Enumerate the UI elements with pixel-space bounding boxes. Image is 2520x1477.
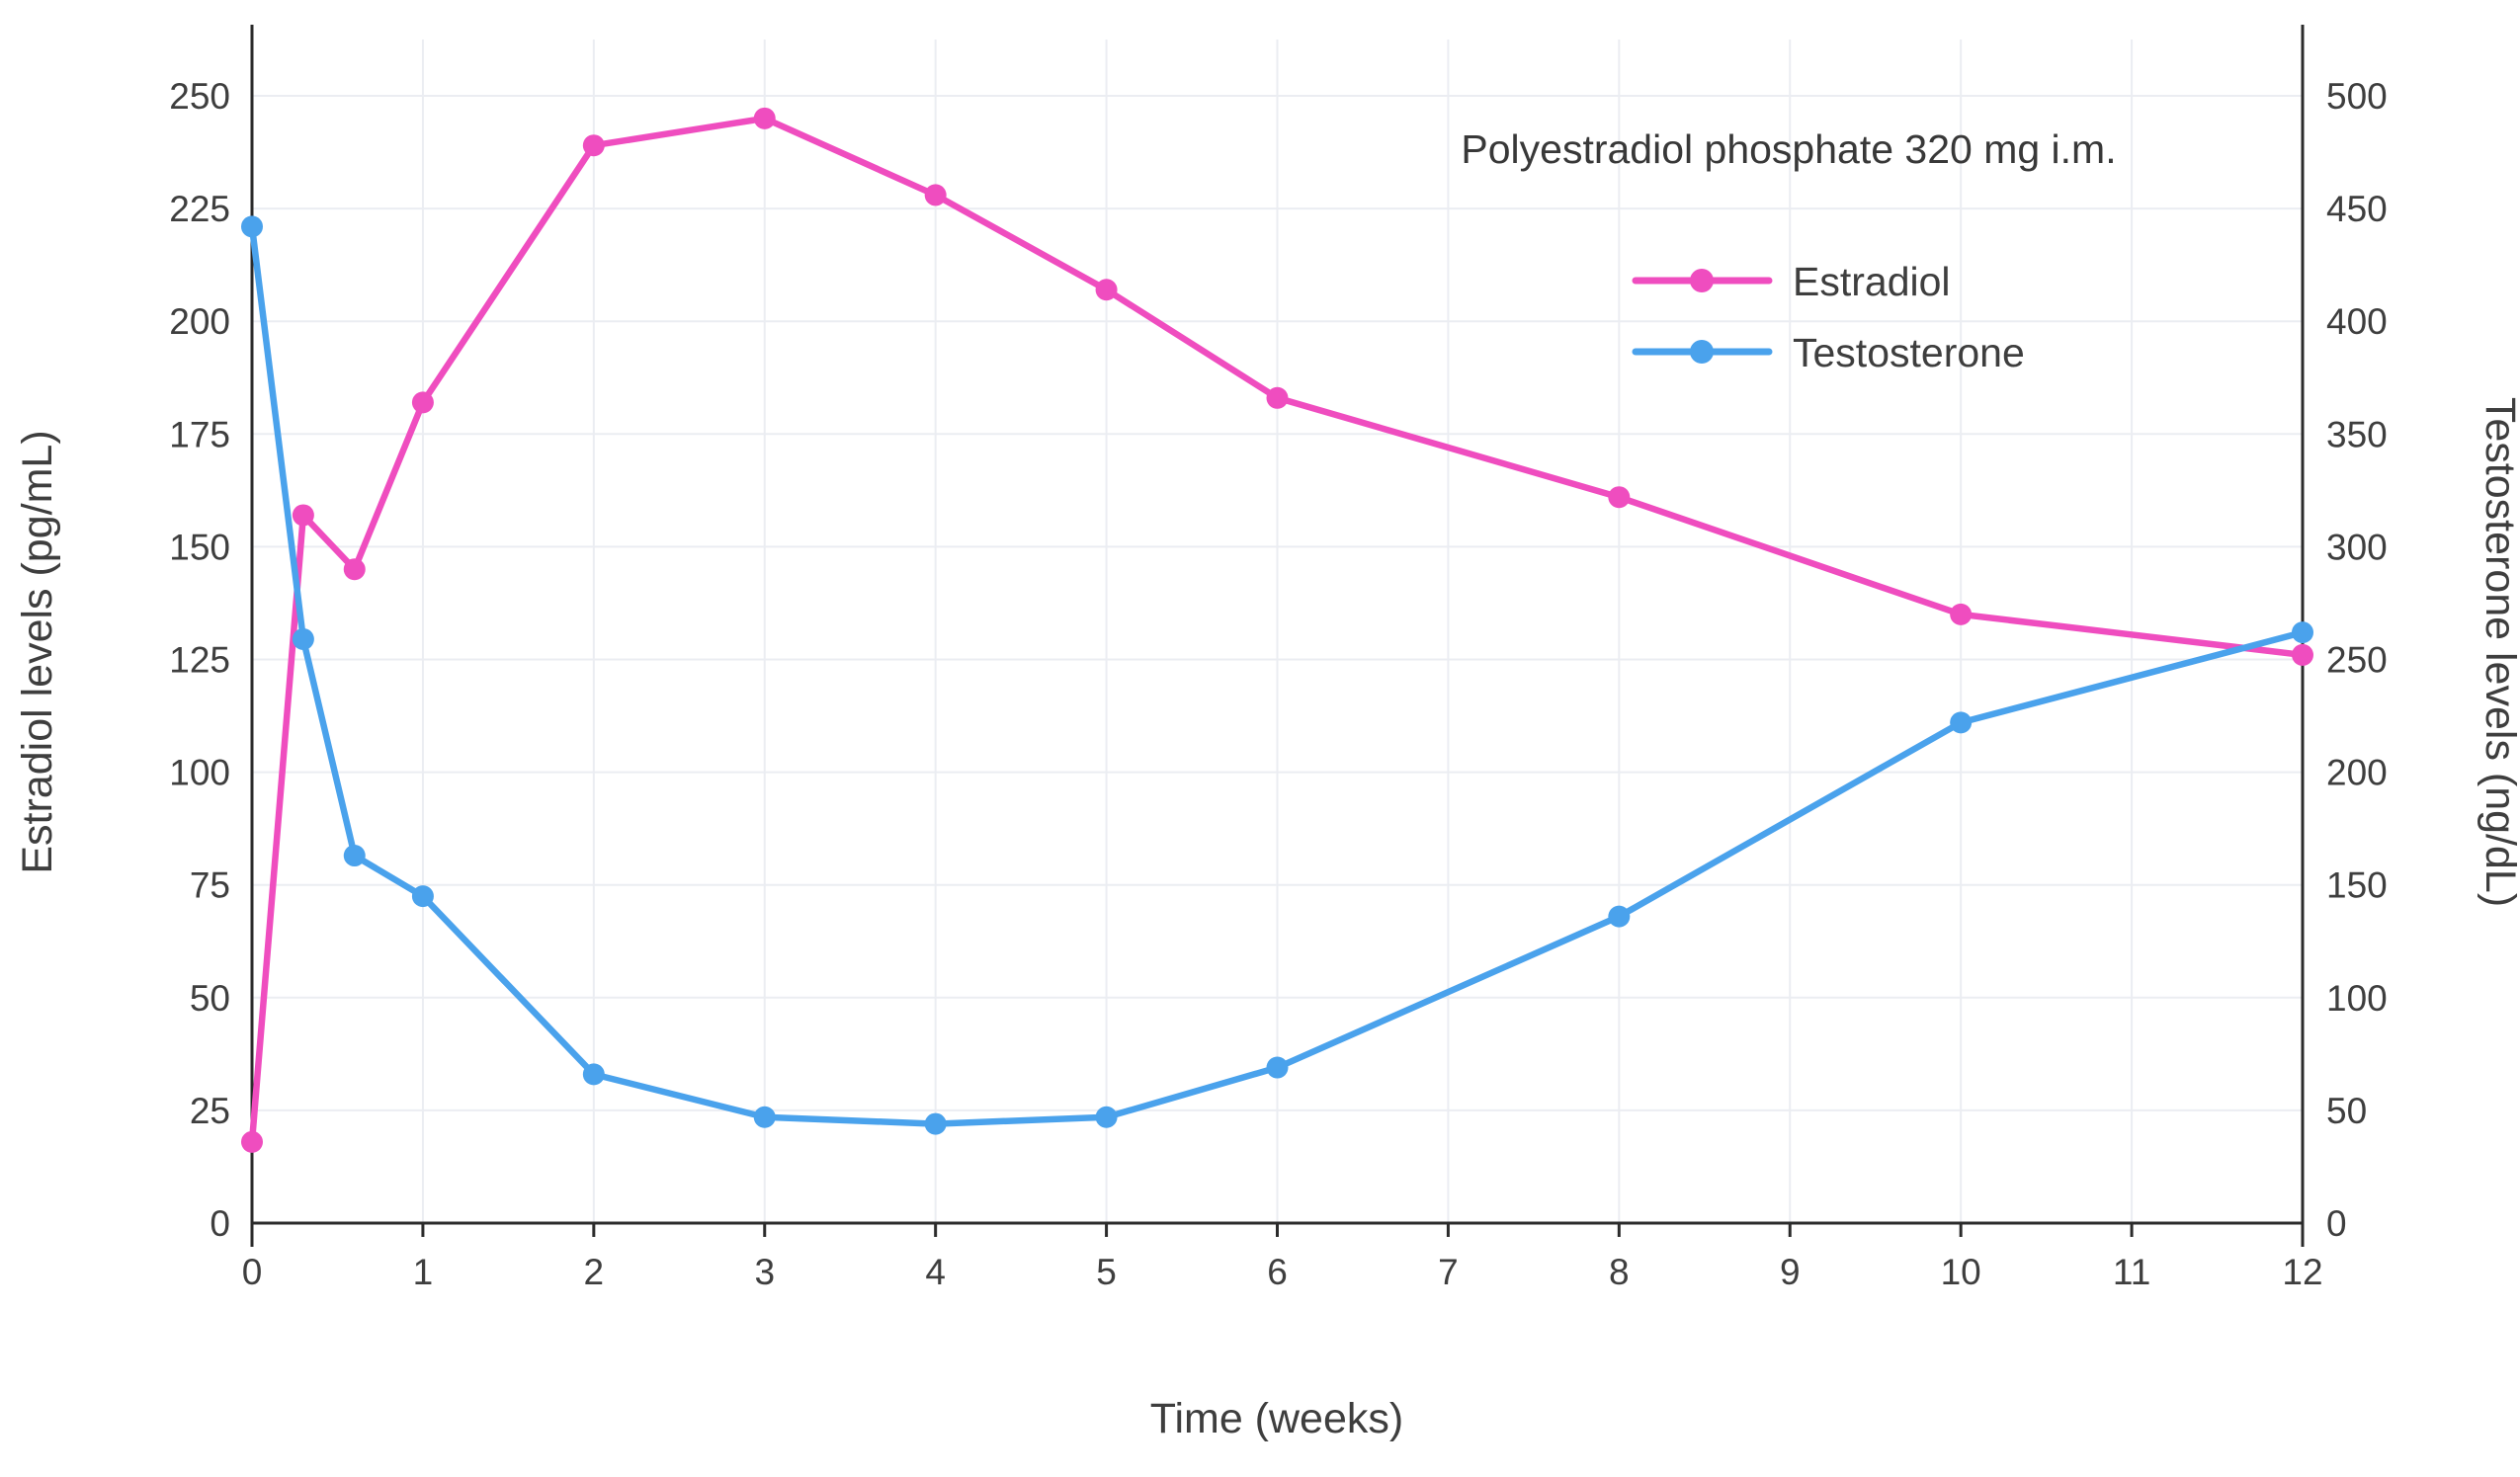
left-y-tick-label: 175 <box>169 414 230 454</box>
estradiol-marker <box>2292 643 2313 666</box>
testosterone-line <box>248 223 2307 1127</box>
testosterone-marker <box>582 1063 605 1086</box>
right-y-tick-label: 200 <box>2326 753 2388 793</box>
x-tick-label: 0 <box>242 1252 263 1292</box>
estradiol-marker <box>582 134 605 157</box>
testosterone-legend-label: Testosterone <box>1793 330 2025 375</box>
right-y-tick-label: 0 <box>2326 1203 2347 1244</box>
right-y-tick-label: 500 <box>2326 76 2388 117</box>
testosterone-marker <box>753 1106 776 1128</box>
legend-item-testosterone[interactable]: Testosterone <box>1632 330 2025 375</box>
right-y-tick-label: 400 <box>2326 301 2388 342</box>
left-y-tick-label: 50 <box>190 978 230 1019</box>
left-y-tick-label: 25 <box>190 1091 230 1131</box>
right-y-tick-label: 350 <box>2326 414 2388 454</box>
left-y-tick-label: 225 <box>169 189 230 229</box>
right-y-axis-title: Testosterone levels (ng/dL) <box>2477 397 2520 907</box>
estradiol-marker <box>1266 386 1289 409</box>
right-y-tick-label: 300 <box>2326 527 2388 567</box>
left-y-tick-label: 0 <box>210 1203 230 1244</box>
estradiol-marker <box>241 1130 263 1153</box>
x-tick-label: 3 <box>754 1252 775 1292</box>
legend-item-estradiol[interactable]: Estradiol <box>1632 259 1951 304</box>
estradiol-marker <box>1095 279 1118 301</box>
x-tick-label: 12 <box>2282 1252 2322 1292</box>
estradiol-marker <box>343 558 366 581</box>
testosterone-series <box>241 215 2313 1135</box>
left-y-tick-label: 100 <box>169 753 230 793</box>
left-y-tick-label: 250 <box>169 76 230 117</box>
testosterone-marker <box>1095 1106 1118 1128</box>
left-y-tick-label: 125 <box>169 640 230 681</box>
testosterone-marker <box>241 215 263 238</box>
tick-label-layer: 0 1 2 3 4 5 6 7 8 9 10 11 12025507510012515017520022… <box>169 76 2387 1292</box>
left-y-tick-label: 200 <box>169 301 230 342</box>
left-y-tick-label: 75 <box>190 865 230 906</box>
right-y-tick-label: 450 <box>2326 189 2388 229</box>
estradiol-line <box>248 115 2307 1146</box>
left-y-tick-label: 150 <box>169 527 230 567</box>
x-tick-label: 5 <box>1096 1252 1117 1292</box>
testosterone-marker <box>411 885 434 908</box>
grid-layer <box>251 40 2304 1223</box>
testosterone-marker <box>1608 905 1631 928</box>
x-tick-label: 2 <box>584 1252 605 1292</box>
testosterone-marker <box>924 1112 947 1135</box>
estradiol-marker <box>411 391 434 414</box>
x-tick-label: 6 <box>1267 1252 1288 1292</box>
x-tick-label: 10 <box>1941 1252 1981 1292</box>
legend: Estradiol Testosterone <box>1632 259 2025 375</box>
right-y-tick-label: 150 <box>2326 865 2388 906</box>
x-tick-label: 7 <box>1438 1252 1459 1292</box>
right-y-tick-label: 50 <box>2326 1091 2367 1131</box>
x-tick-label: 11 <box>2113 1252 2150 1292</box>
estradiol-legend-marker <box>1690 269 1714 292</box>
chart-annotation: Polyestradiol phosphate 320 mg i.m. <box>1461 126 2116 172</box>
testosterone-marker <box>1266 1056 1289 1079</box>
estradiol-marker <box>753 107 776 129</box>
estradiol-series <box>241 107 2313 1153</box>
testosterone-marker <box>343 845 366 867</box>
x-tick-label: 4 <box>925 1252 946 1292</box>
estradiol-marker <box>292 504 314 527</box>
testosterone-marker <box>1950 711 1973 734</box>
x-tick-label: 9 <box>1780 1252 1801 1292</box>
right-y-tick-label: 250 <box>2326 640 2388 681</box>
testosterone-marker <box>2292 621 2313 644</box>
x-tick-label: 1 <box>413 1252 434 1292</box>
testosterone-marker <box>292 627 314 650</box>
estradiol-marker <box>924 184 947 206</box>
estradiol-marker <box>1608 486 1631 509</box>
estradiol-legend-label: Estradiol <box>1793 259 1951 304</box>
x-tick-label: 8 <box>1609 1252 1630 1292</box>
estradiol-marker <box>1950 603 1973 625</box>
left-y-axis-title: Estradiol levels (pg/mL) <box>14 430 61 873</box>
testosterone-legend-marker <box>1690 340 1714 364</box>
x-axis-title: Time (weeks) <box>1150 1395 1403 1442</box>
series-layer <box>241 107 2313 1153</box>
right-y-tick-label: 100 <box>2326 978 2388 1019</box>
